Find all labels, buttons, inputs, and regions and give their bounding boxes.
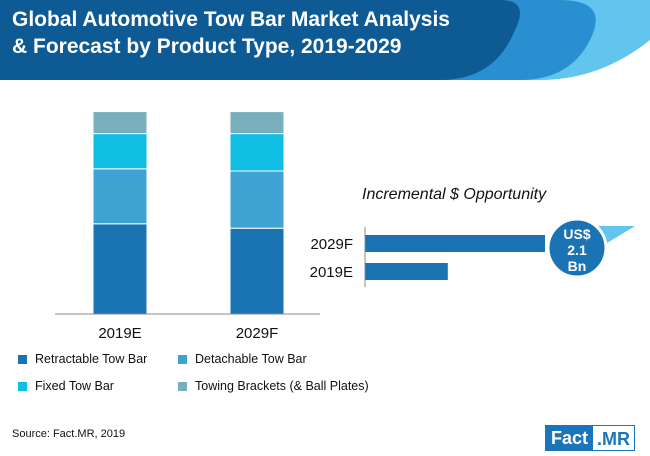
callout-text-3: Bn [568, 258, 587, 274]
inc-label-2019E: 2019E [310, 264, 353, 281]
bar-segment-2019E-1 [92, 168, 148, 225]
bar-segment-2029F-1 [229, 170, 285, 229]
bar-segment-2029F-3 [229, 111, 285, 135]
factmr-logo: Fact .MR [545, 425, 636, 451]
logo-part-mr: .MR [592, 425, 636, 451]
legend-item-fixed: Fixed Tow Bar [18, 379, 114, 393]
title-line-1: Global Automotive Tow Bar Market Analysi… [12, 8, 450, 31]
inc-bar-2029F [365, 235, 545, 252]
page-title: Global Automotive Tow Bar Market Analysi… [12, 6, 482, 60]
legend-item-towing: Towing Brackets (& Ball Plates) [178, 379, 369, 393]
legend-label-fixed: Fixed Tow Bar [35, 379, 114, 393]
legend-label-towing: Towing Brackets (& Ball Plates) [195, 379, 369, 393]
legend-swatch-detachable [178, 354, 187, 364]
header-dark-wave [0, 0, 520, 80]
incremental-bar-chart: 2029F 2019E US$2.1Bn [310, 217, 635, 287]
logo-part-fact: Fact [545, 425, 593, 451]
legend-swatch-retractable [18, 354, 27, 364]
legend-label-detachable: Detachable Tow Bar [195, 352, 307, 366]
bar-segment-2019E-2 [92, 133, 148, 170]
callout-text-1: US$ [563, 226, 590, 242]
incremental-title: Incremental $ Opportunity [362, 186, 547, 203]
title-line-2: & Forecast by Product Type, 2019-2029 [12, 35, 402, 58]
legend-item-retractable: Retractable Tow Bar [18, 352, 147, 366]
inc-bar-2019E [365, 263, 448, 280]
legend-item-detachable: Detachable Tow Bar [178, 352, 307, 366]
bar-segment-2019E-0 [92, 223, 148, 315]
bar-segment-2019E-3 [92, 111, 148, 135]
inc-label-2029F: 2029F [310, 236, 353, 253]
x-tick-label-2029F: 2029F [236, 325, 279, 342]
callout-text-2: 2.1 [567, 242, 587, 258]
source-note: Source: Fact.MR, 2019 [12, 428, 126, 440]
bar-segment-2029F-2 [229, 133, 285, 172]
callout-circle [546, 217, 608, 279]
bar-segment-2029F-0 [229, 227, 285, 315]
legend-swatch-fixed [18, 381, 27, 391]
legend-label-retractable: Retractable Tow Bar [35, 352, 148, 366]
stacked-bar-chart: 2019E 2029F [55, 111, 320, 342]
x-tick-label-2019E: 2019E [98, 325, 141, 342]
legend-swatch-towing [178, 381, 187, 391]
header-banner [0, 0, 650, 80]
